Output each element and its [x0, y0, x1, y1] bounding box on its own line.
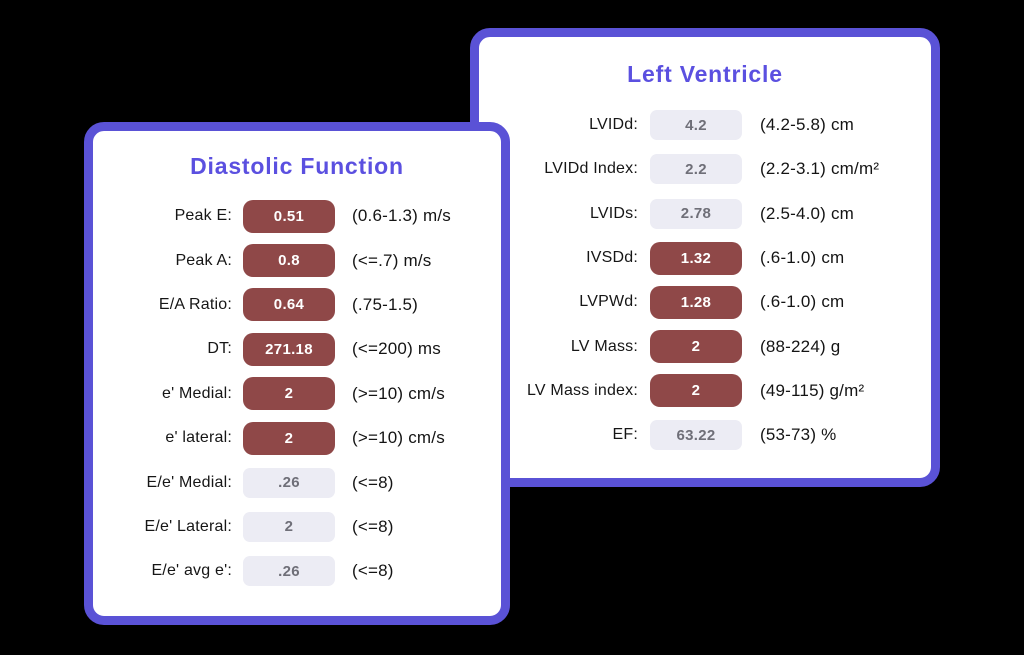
reference-range-text: (<=200) ms	[352, 339, 441, 359]
measurement-label: E/e' Lateral:	[144, 517, 232, 535]
measurement-value-chip[interactable]: 271.18	[243, 332, 335, 366]
measurement-label: DT:	[207, 340, 232, 358]
measurement-value-chip[interactable]: 4.2	[650, 110, 742, 141]
reference-range-text: (.6-1.0) cm	[760, 248, 845, 268]
measurement-value-chip[interactable]: 2	[243, 421, 335, 455]
measurement-label: e' Medial:	[162, 384, 232, 402]
measurement-row: E/A Ratio: 0.64 (.75-1.5)	[93, 283, 501, 327]
measurement-label: LV Mass index:	[527, 381, 638, 399]
measurement-row: e' lateral: 2 (>=10) cm/s	[93, 416, 501, 460]
measurement-row: LVIDs: 2.78 (2.5-4.0) cm	[479, 192, 931, 236]
measurement-row: LVIDd Index: 2.2 (2.2-3.1) cm/m²	[479, 147, 931, 191]
measurement-row: LV Mass: 2 (88-224) g	[479, 324, 931, 368]
measurement-row: E/e' Lateral: 2 (<=8)	[93, 505, 501, 549]
measurement-value-chip[interactable]: 2.2	[650, 154, 742, 185]
left-ventricle-card: Left Ventricle LVIDd: 4.2 (4.2-5.8) cm L…	[470, 28, 940, 487]
measurement-row: LVPWd: 1.28 (.6-1.0) cm	[479, 280, 931, 324]
measurement-label: IVSDd:	[586, 249, 638, 267]
measurement-value-chip[interactable]: 2	[243, 511, 335, 542]
reference-range-text: (0.6-1.3) m/s	[352, 206, 451, 226]
reference-range-text: (2.2-3.1) cm/m²	[760, 159, 880, 179]
reference-range-text: (.75-1.5)	[352, 294, 419, 314]
measurement-row: Peak A: 0.8 (<=.7) m/s	[93, 238, 501, 282]
measurement-value-chip[interactable]: 0.64	[243, 288, 335, 322]
measurement-value-chip[interactable]: 63.22	[650, 420, 742, 451]
measurement-value-chip[interactable]: .26	[243, 556, 335, 587]
reference-range-text: (>=10) cm/s	[352, 428, 445, 448]
reference-range-text: (4.2-5.8) cm	[760, 115, 855, 135]
measurement-value-chip[interactable]: 0.51	[243, 199, 335, 233]
measurement-value-chip[interactable]: 2	[243, 377, 335, 411]
measurement-label: E/e' avg e':	[151, 562, 232, 580]
measurement-label: E/A Ratio:	[158, 295, 232, 313]
measurement-label: EF:	[612, 426, 638, 444]
measurement-row: e' Medial: 2 (>=10) cm/s	[93, 372, 501, 416]
reference-range-text: (49-115) g/m²	[760, 380, 865, 400]
reference-range-text: (<=8)	[352, 472, 394, 492]
reference-range-text: (.6-1.0) cm	[760, 292, 845, 312]
measurement-label: LVPWd:	[579, 293, 638, 311]
reference-range-text: (88-224) g	[760, 336, 841, 356]
measurement-row: DT: 271.18 (<=200) ms	[93, 327, 501, 371]
measurement-value-chip[interactable]: 1.32	[650, 241, 742, 275]
measurement-row: LVIDd: 4.2 (4.2-5.8) cm	[479, 103, 931, 147]
measurement-row: EF: 63.22 (53-73) %	[479, 413, 931, 457]
measurement-value-chip[interactable]: 1.28	[650, 285, 742, 319]
measurement-label: Peak E:	[174, 207, 232, 225]
measurement-value-chip[interactable]: 2	[650, 330, 742, 364]
measurement-value-chip[interactable]: 0.8	[243, 244, 335, 278]
left-ventricle-card-title: Left Ventricle	[627, 61, 783, 87]
measurement-label: LVIDd Index:	[544, 160, 638, 178]
diastolic-function-rows: Peak E: 0.51 (0.6-1.3) m/s Peak A: 0.8 (…	[93, 194, 501, 594]
reference-range-text: (<=.7) m/s	[352, 250, 432, 270]
measurement-label: E/e' Medial:	[146, 473, 232, 491]
measurement-value-chip[interactable]: 2	[650, 374, 742, 408]
reference-range-text: (53-73) %	[760, 425, 837, 445]
measurement-row: E/e' avg e': .26 (<=8)	[93, 549, 501, 593]
reference-range-text: (<=8)	[352, 516, 394, 536]
measurement-label: LV Mass:	[570, 337, 638, 355]
measurement-label: LVIDs:	[589, 204, 638, 222]
measurement-label: e' lateral:	[165, 429, 232, 447]
measurement-label: Peak A:	[175, 251, 232, 269]
measurement-value-chip[interactable]: .26	[243, 467, 335, 498]
measurement-label: LVIDd:	[589, 116, 638, 134]
reference-range-text: (<=8)	[352, 561, 394, 581]
measurement-row: Peak E: 0.51 (0.6-1.3) m/s	[93, 194, 501, 238]
measurement-row: E/e' Medial: .26 (<=8)	[93, 460, 501, 504]
measurement-row: IVSDd: 1.32 (.6-1.0) cm	[479, 236, 931, 280]
diastolic-function-card: Diastolic Function Peak E: 0.51 (0.6-1.3…	[84, 122, 510, 625]
diastolic-function-card-title: Diastolic Function	[190, 153, 404, 179]
left-ventricle-rows: LVIDd: 4.2 (4.2-5.8) cm LVIDd Index: 2.2…	[479, 103, 931, 457]
reference-range-text: (>=10) cm/s	[352, 383, 445, 403]
reference-range-text: (2.5-4.0) cm	[760, 203, 855, 223]
measurement-row: LV Mass index: 2 (49-115) g/m²	[479, 369, 931, 413]
measurement-value-chip[interactable]: 2.78	[650, 198, 742, 229]
